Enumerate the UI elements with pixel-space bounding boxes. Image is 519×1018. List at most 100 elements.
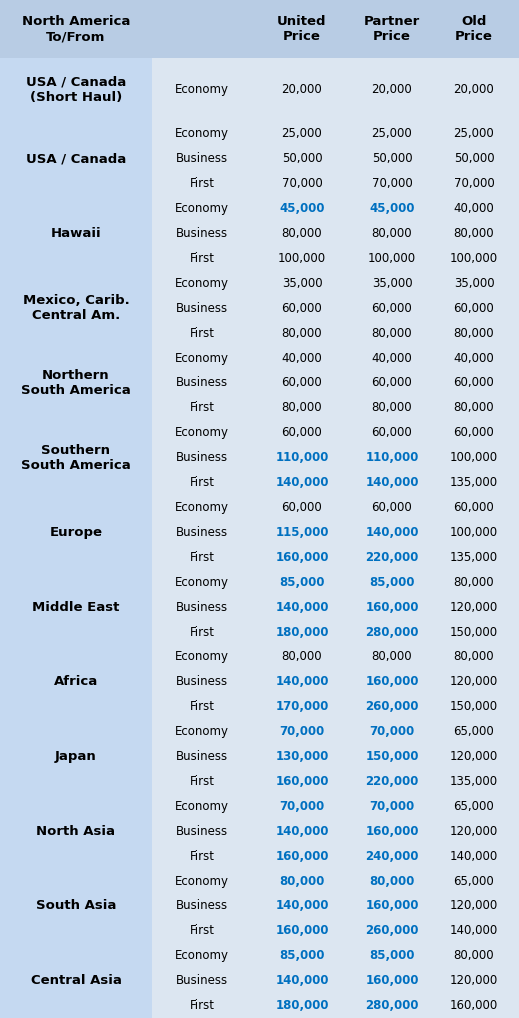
Text: 40,000: 40,000 (454, 351, 495, 364)
Bar (152, 944, 519, 1018)
Text: First: First (189, 775, 214, 788)
Text: First: First (189, 850, 214, 862)
Text: Business: Business (176, 601, 228, 614)
Text: Business: Business (176, 900, 228, 912)
Text: First: First (189, 401, 214, 414)
Text: 20,000: 20,000 (282, 83, 322, 97)
Text: 60,000: 60,000 (282, 377, 322, 390)
Text: Business: Business (176, 377, 228, 390)
Text: 50,000: 50,000 (372, 153, 412, 165)
Text: 80,000: 80,000 (454, 651, 494, 664)
Text: 65,000: 65,000 (454, 800, 495, 812)
Text: 80,000: 80,000 (282, 401, 322, 414)
Text: 135,000: 135,000 (450, 476, 498, 489)
Text: 160,000: 160,000 (365, 601, 419, 614)
Text: 60,000: 60,000 (372, 427, 413, 440)
Text: 40,000: 40,000 (372, 351, 413, 364)
Text: 130,000: 130,000 (275, 750, 329, 764)
Text: 140,000: 140,000 (275, 900, 329, 912)
Text: 35,000: 35,000 (454, 277, 494, 290)
Text: 100,000: 100,000 (450, 451, 498, 464)
Bar (152, 0, 519, 58)
Bar (0, 58, 152, 121)
Text: 100,000: 100,000 (278, 252, 326, 265)
Text: 80,000: 80,000 (372, 327, 412, 340)
Bar (152, 644, 519, 719)
Text: Business: Business (176, 227, 228, 240)
Text: 135,000: 135,000 (450, 775, 498, 788)
Text: 80,000: 80,000 (372, 401, 412, 414)
Text: USA / Canada
(Short Haul): USA / Canada (Short Haul) (26, 75, 126, 104)
Text: 70,000: 70,000 (372, 177, 413, 190)
Text: Northern
South America: Northern South America (21, 369, 131, 397)
Text: Africa: Africa (54, 675, 98, 688)
Bar (0, 196, 152, 271)
Text: 60,000: 60,000 (454, 427, 495, 440)
Text: 45,000: 45,000 (369, 203, 415, 215)
Text: 80,000: 80,000 (282, 327, 322, 340)
Text: First: First (189, 252, 214, 265)
Text: 80,000: 80,000 (282, 227, 322, 240)
Text: 60,000: 60,000 (282, 501, 322, 514)
Bar (0, 868, 152, 944)
Text: Economy: Economy (175, 427, 229, 440)
Bar (0, 0, 152, 58)
Text: South Asia: South Asia (36, 900, 116, 912)
Text: Business: Business (176, 675, 228, 688)
Text: 140,000: 140,000 (365, 526, 419, 539)
Text: 60,000: 60,000 (282, 427, 322, 440)
Text: 120,000: 120,000 (450, 601, 498, 614)
Bar (0, 121, 152, 196)
Text: 80,000: 80,000 (454, 949, 494, 962)
Text: 160,000: 160,000 (275, 551, 329, 564)
Text: Business: Business (176, 974, 228, 987)
Text: Economy: Economy (175, 127, 229, 140)
Text: 160,000: 160,000 (275, 775, 329, 788)
Text: First: First (189, 476, 214, 489)
Text: 160,000: 160,000 (275, 924, 329, 938)
Bar (152, 719, 519, 794)
Text: Business: Business (176, 825, 228, 838)
Text: 25,000: 25,000 (282, 127, 322, 140)
Text: 20,000: 20,000 (372, 83, 413, 97)
Bar (0, 570, 152, 644)
Text: Europe: Europe (49, 526, 102, 539)
Bar (0, 719, 152, 794)
Text: 140,000: 140,000 (275, 825, 329, 838)
Text: 25,000: 25,000 (372, 127, 413, 140)
Text: Mexico, Carib.
Central Am.: Mexico, Carib. Central Am. (23, 294, 129, 323)
Text: 220,000: 220,000 (365, 551, 419, 564)
Bar (152, 121, 519, 196)
Text: Japan: Japan (55, 750, 97, 764)
Text: 120,000: 120,000 (450, 900, 498, 912)
Text: 45,000: 45,000 (279, 203, 325, 215)
Text: 70,000: 70,000 (282, 177, 322, 190)
Text: Economy: Economy (175, 725, 229, 738)
Text: Business: Business (176, 451, 228, 464)
Text: North America
To/From: North America To/From (22, 15, 130, 43)
Text: 240,000: 240,000 (365, 850, 419, 862)
Text: Economy: Economy (175, 351, 229, 364)
Text: 85,000: 85,000 (279, 576, 325, 588)
Text: First: First (189, 551, 214, 564)
Text: 140,000: 140,000 (450, 924, 498, 938)
Text: 260,000: 260,000 (365, 924, 419, 938)
Text: 115,000: 115,000 (275, 526, 329, 539)
Text: 120,000: 120,000 (450, 825, 498, 838)
Text: 60,000: 60,000 (454, 501, 495, 514)
Text: 220,000: 220,000 (365, 775, 419, 788)
Text: First: First (189, 700, 214, 714)
Text: 40,000: 40,000 (282, 351, 322, 364)
Text: First: First (189, 924, 214, 938)
Bar (0, 644, 152, 719)
Text: Business: Business (176, 301, 228, 315)
Text: 65,000: 65,000 (454, 874, 495, 888)
Text: Southern
South America: Southern South America (21, 444, 131, 471)
Text: 20,000: 20,000 (454, 83, 495, 97)
Text: Middle East: Middle East (32, 601, 120, 614)
Text: 160,000: 160,000 (450, 999, 498, 1012)
Text: 180,000: 180,000 (275, 999, 329, 1012)
Text: Old
Price: Old Price (455, 15, 493, 43)
Text: 60,000: 60,000 (372, 301, 413, 315)
Text: 135,000: 135,000 (450, 551, 498, 564)
